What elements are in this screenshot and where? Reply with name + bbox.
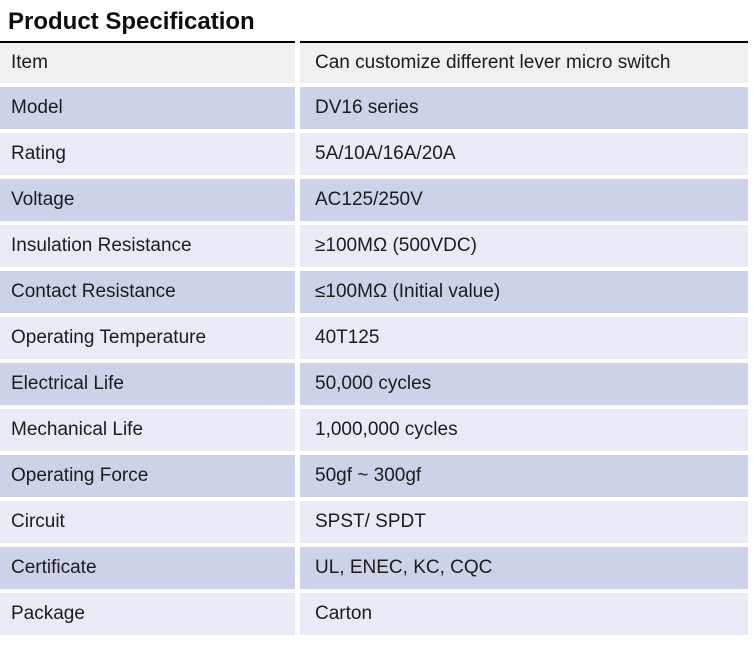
table-row-label-cell-wrap: Operating Temperature [0,317,295,359]
table-row-value-cell-wrap: Carton [300,593,748,635]
page-title: Product Specification [8,8,255,35]
spec-row-value: ≥100MΩ (500VDC) [300,225,748,267]
table-row-label-cell-wrap: Model [0,87,295,129]
spec-row-label: Insulation Resistance [0,225,295,267]
table-row-label-cell-wrap: Voltage [0,179,295,221]
spec-row-label: Contact Resistance [0,271,295,313]
spec-row-value: 50,000 cycles [300,363,748,405]
page: Product Specification Item Can customize … [0,6,754,635]
table-row-label-cell-wrap: Certificate [0,547,295,589]
spec-table: Item Can customize different lever micro … [0,41,748,635]
table-row-value-cell-wrap: AC125/250V [300,179,748,221]
spec-row-label: Rating [0,133,295,175]
spec-row-value: 1,000,000 cycles [300,409,748,451]
spec-row-label: Operating Force [0,455,295,497]
spec-row-label: Model [0,87,295,129]
spec-row-value: AC125/250V [300,179,748,221]
spec-row-label: Package [0,593,295,635]
spec-row-value: 50gf ~ 300gf [300,455,748,497]
spec-row-label: Electrical Life [0,363,295,405]
table-row-label-cell-wrap: Rating [0,133,295,175]
spec-row-value: DV16 series [300,87,748,129]
table-row-label-cell-wrap: Contact Resistance [0,271,295,313]
table-row-value-cell-wrap: DV16 series [300,87,748,129]
spec-row-label: Mechanical Life [0,409,295,451]
table-row-value-cell-wrap: UL, ENEC, KC, CQC [300,547,748,589]
spec-row-label: Item [0,41,295,83]
table-row-value-cell-wrap: ≤100MΩ (Initial value) [300,271,748,313]
spec-row-value: Can customize different lever micro swit… [300,41,748,83]
table-row-label-cell-wrap: Mechanical Life [0,409,295,451]
table-row-value-cell-wrap: 50gf ~ 300gf [300,455,748,497]
spec-row-value: SPST/ SPDT [300,501,748,543]
spec-row-label: Circuit [0,501,295,543]
spec-row-label: Certificate [0,547,295,589]
spec-row-value: 40T125 [300,317,748,359]
table-row-label-cell-wrap: Insulation Resistance [0,225,295,267]
table-row-label-cell-wrap: Operating Force [0,455,295,497]
table-row-label-cell-wrap: Electrical Life [0,363,295,405]
spec-row-label: Operating Temperature [0,317,295,359]
table-row-value-cell-wrap: 50,000 cycles [300,363,748,405]
spec-row-label: Voltage [0,179,295,221]
table-row-value-cell-wrap: Can customize different lever micro swit… [300,41,748,83]
table-row-value-cell-wrap: 5A/10A/16A/20A [300,133,748,175]
spec-row-value: 5A/10A/16A/20A [300,133,748,175]
table-row-value-cell-wrap: ≥100MΩ (500VDC) [300,225,748,267]
table-row-value-cell-wrap: 1,000,000 cycles [300,409,748,451]
spec-row-value: UL, ENEC, KC, CQC [300,547,748,589]
table-row-value-cell-wrap: SPST/ SPDT [300,501,748,543]
table-row-label-cell-wrap: Package [0,593,295,635]
table-row-label-cell-wrap: Circuit [0,501,295,543]
spec-row-value: Carton [300,593,748,635]
table-row-value-cell-wrap: 40T125 [300,317,748,359]
table-row-label-cell-wrap: Item [0,41,295,83]
spec-row-value: ≤100MΩ (Initial value) [300,271,748,313]
